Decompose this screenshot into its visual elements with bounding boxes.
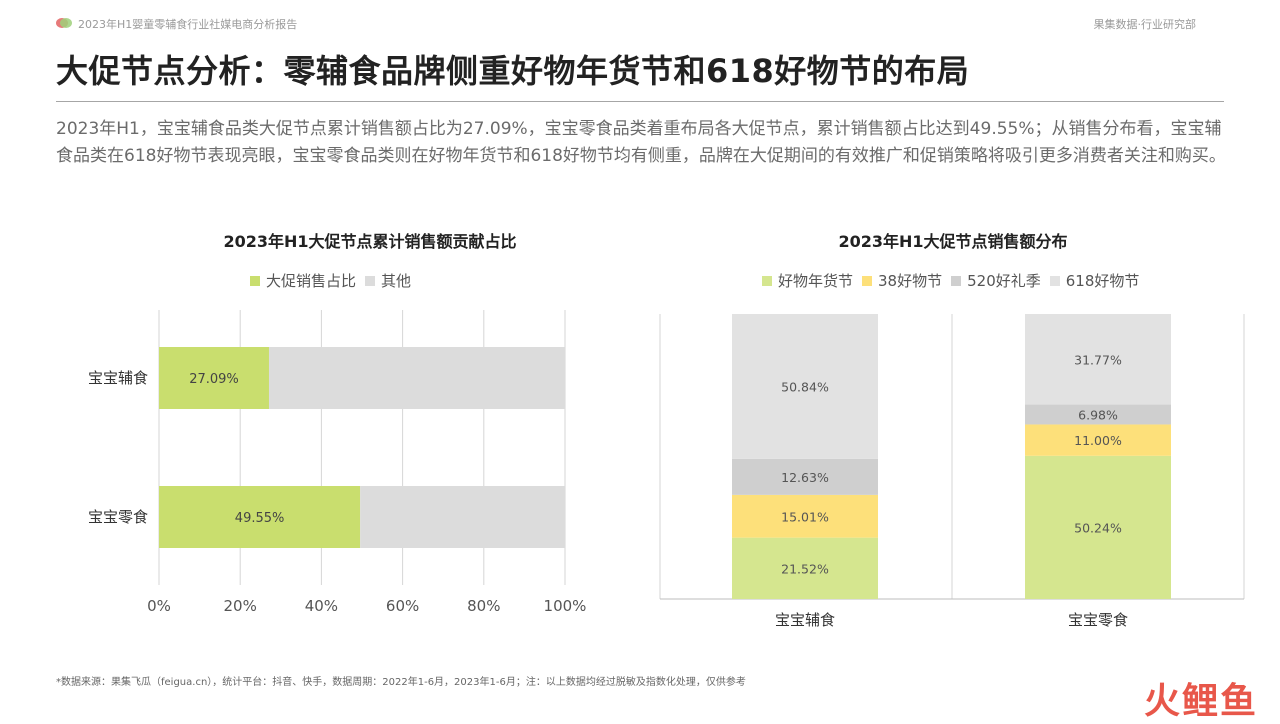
stacked-segment xyxy=(1025,424,1171,456)
legend-item: 520好礼季 xyxy=(951,270,1041,291)
legend-swatch xyxy=(1049,275,1060,286)
legend-item: 618好物节 xyxy=(1049,270,1140,291)
category-label: 宝宝零食 xyxy=(1068,611,1128,629)
data-label: 50.24% xyxy=(1074,520,1122,535)
right-chart-legend: 好物年货节 38好物节 520好礼季 618好物节 xyxy=(762,270,1148,291)
data-label: 15.01% xyxy=(781,509,829,524)
stacked-segment xyxy=(732,314,878,459)
legend-item-other: 其他 xyxy=(365,270,411,291)
data-label: 27.09% xyxy=(189,372,239,387)
stacked-segment xyxy=(732,494,878,538)
data-label: 49.55% xyxy=(235,511,285,526)
legend-swatch xyxy=(762,275,772,286)
category-label: 宝宝辅食 xyxy=(775,611,835,629)
category-label: 宝宝辅食 xyxy=(88,369,148,387)
watermark-logo: 火鲤鱼 xyxy=(1143,681,1258,722)
stacked-segment xyxy=(732,537,878,599)
data-label: 6.98% xyxy=(1078,408,1118,423)
stacked-segment xyxy=(1025,455,1171,599)
page-title: 大促节点分析：零辅食品牌侧重好物年货节和618好物节的布局 xyxy=(56,52,970,90)
x-tick-label: 20% xyxy=(224,597,257,615)
bar-promo xyxy=(159,486,361,548)
legend-item: 38好物节 xyxy=(862,270,942,291)
right-stacked-bar-chart: 21.52% 15.01% 12.63% 50.84% 宝宝辅食 50.24% 11.00%… xyxy=(659,314,1245,629)
bar-other xyxy=(268,347,565,409)
summary-text: 2023年H1，宝宝辅食品类大促节点累计销售额占比为27.09%，宝宝零食品类着… xyxy=(56,119,1226,166)
data-label: 12.63% xyxy=(781,470,829,485)
category-label: 宝宝零食 xyxy=(88,508,148,526)
left-chart-title: 2023年H1大促节点累计销售额贡献占比 xyxy=(223,232,517,251)
x-tick-label: 0% xyxy=(147,597,171,615)
report-logo-icon xyxy=(56,18,72,28)
bar-other xyxy=(360,486,565,548)
legend-label: 520好礼季 xyxy=(967,272,1041,290)
data-label: 50.84% xyxy=(781,379,829,394)
legend-swatch xyxy=(951,275,962,286)
legend-item-promo: 大促销售占比 xyxy=(250,270,356,291)
bar-promo xyxy=(159,347,269,409)
right-chart-title: 2023年H1大促节点销售额分布 xyxy=(838,232,1068,251)
legend-label: 好物年货节 xyxy=(778,272,854,290)
x-tick-label: 40% xyxy=(305,597,338,615)
data-label: 21.52% xyxy=(781,561,829,576)
footnote: *数据来源：果集飞瓜（feigua.cn），统计平台：抖音、快手，数据周期：20… xyxy=(56,677,746,688)
legend-item: 好物年货节 xyxy=(762,270,853,291)
legend-label: 大促销售占比 xyxy=(266,272,357,290)
brand-label: 果集数据·行业研究部 xyxy=(1093,18,1197,31)
legend-label: 其他 xyxy=(381,272,412,290)
legend-label: 618好物节 xyxy=(1065,272,1140,290)
x-tick-label: 60% xyxy=(386,597,419,615)
title-divider xyxy=(56,101,1224,102)
x-tick-label: 80% xyxy=(467,597,500,615)
left-bar-chart: 0% 20% 40% 60% 80% 100% 27.09% 宝宝辅食 49.55% 宝宝零食 xyxy=(88,310,587,615)
stacked-segment xyxy=(1025,404,1171,425)
report-header-bar: 2023年H1婴童零辅食行业社媒电商分析报告 果集数据·行业研究部 xyxy=(56,14,1196,34)
stacked-segment xyxy=(1025,314,1171,405)
legend-swatch xyxy=(365,275,376,286)
data-label: 31.77% xyxy=(1074,352,1122,367)
legend-label: 38好物节 xyxy=(878,272,943,290)
x-tick-label: 100% xyxy=(544,597,587,615)
stacked-segment xyxy=(732,458,878,495)
left-chart-legend: 大促销售占比 其他 xyxy=(250,270,420,291)
legend-swatch xyxy=(862,275,873,286)
report-title: 2023年H1婴童零辅食行业社媒电商分析报告 xyxy=(78,18,298,31)
data-label: 11.00% xyxy=(1074,433,1122,448)
legend-swatch xyxy=(250,275,260,286)
